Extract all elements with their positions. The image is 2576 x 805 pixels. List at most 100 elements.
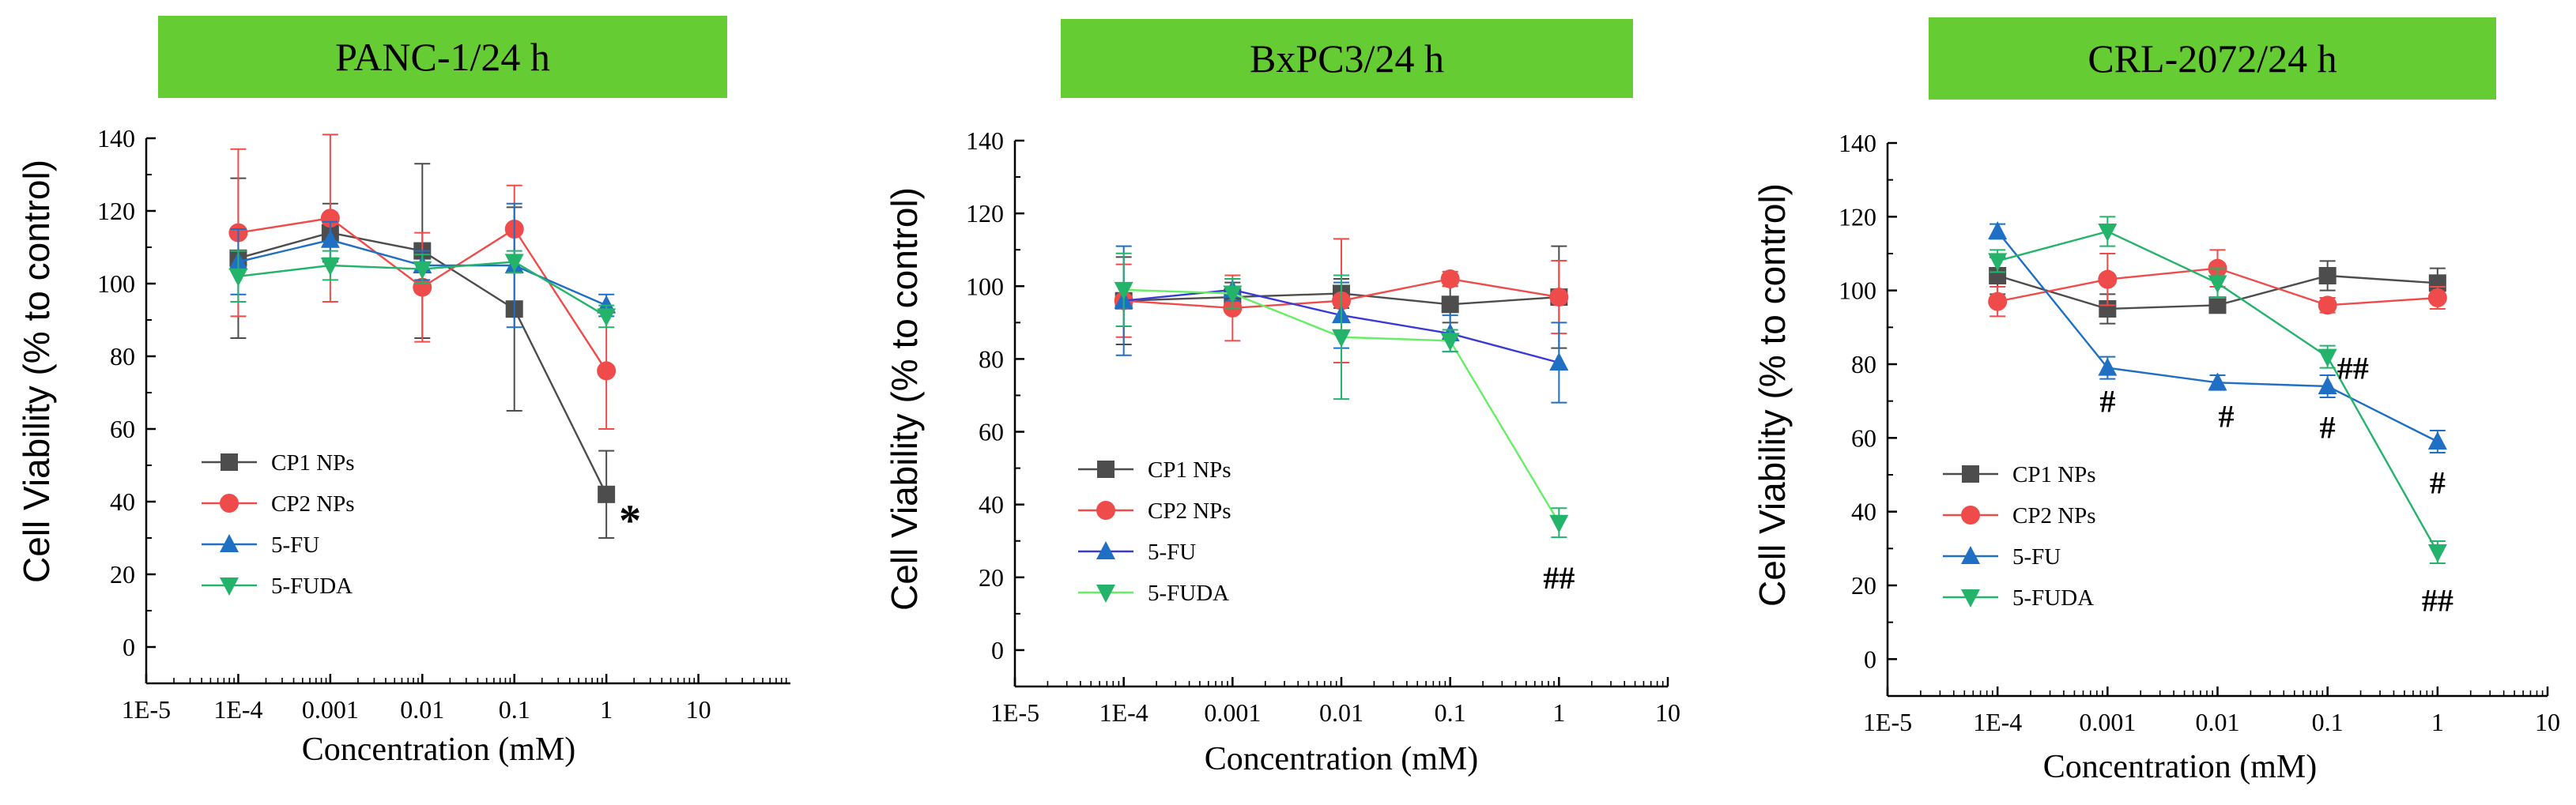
x-axis-label: Concentration (mM) [2043,749,2317,785]
legend-item-fuda: 5-FUDA [1943,585,2094,611]
x-tick-label: 1 [600,695,613,724]
y-tick-label: 0 [1864,645,1876,673]
y-tick-label: 120 [966,199,1004,228]
x-tick-label: 0.01 [400,695,444,724]
significance-mark: # [2099,384,2115,419]
y-tick-label: 100 [97,269,135,298]
data-point [228,268,248,287]
y-tick-label: 80 [979,344,1004,373]
data-point [2318,348,2337,367]
chart-title-banner [1061,19,1633,98]
x-tick-label: 1E-5 [122,695,171,724]
y-tick-label: 40 [110,487,135,516]
x-tick-label: 10 [686,695,711,724]
legend-item-fu: 5-FU [1078,540,1196,565]
legend-label: 5-FU [1148,540,1196,565]
significance-mark: ## [1543,560,1575,596]
legend-item-cp1: CP1 NPs [202,450,355,476]
legend-item-fu: 5-FU [1943,544,2061,570]
data-point [413,277,432,297]
legend-marker [220,534,239,552]
x-tick-label: 0.1 [499,695,530,724]
data-point [320,229,340,248]
data-point [2427,431,2447,450]
x-tick-label: 1 [1552,698,1565,727]
legend-marker [1096,585,1115,603]
chart-panel-3: CRL-2072/24 h 0 20 40 60 80 100 120 140 1E-5 1E-4 0… [1752,17,2560,785]
legend-label: 5-FUDA [2012,585,2094,611]
data-point [2427,288,2447,307]
legend-item-cp2: CP2 NPs [1078,498,1231,524]
data-point [1223,285,1243,304]
data-point [597,361,617,381]
legend-item-cp2: CP2 NPs [202,491,355,517]
data-point [1441,295,1459,314]
data-point [598,485,616,503]
legend-label: 5-FU [2012,544,2061,570]
legend-label: CP2 NPs [2012,503,2096,529]
legend-item-fu: 5-FU [202,532,319,558]
y-tick-label: 120 [97,197,135,225]
data-point [1988,221,2008,239]
y-tick-label: 140 [966,126,1004,155]
legend-label: 5-FU [271,532,319,558]
legend-label: 5-FUDA [1148,581,1229,606]
data-point [320,258,340,276]
data-point [2318,267,2337,284]
chart-title-banner [1929,17,2496,100]
y-tick-label: 0 [123,633,135,661]
y-tick-label: 140 [97,124,135,152]
chart-title: BxPC3/24 h [1250,36,1444,81]
legend-item-cp1: CP1 NPs [1943,462,2096,487]
x-tick-label: 10 [1655,698,1680,727]
data-point [504,254,524,273]
legend-marker [1097,461,1115,478]
y-tick-label: 60 [979,418,1004,446]
legend-label: CP1 NPs [2012,462,2096,487]
data-point [1332,329,1351,348]
x-tick-label: 1E-4 [213,695,262,724]
x-tick-label: 0.001 [1204,698,1261,727]
series-cp2 [1988,249,2447,318]
significance-mark: ## [2337,351,2369,386]
series-cp1 [229,163,616,539]
legend-label: CP1 NPs [271,450,355,476]
legend-item-cp1: CP1 NPs [1078,457,1231,483]
x-tick-label: 10 [2535,708,2560,736]
x-tick-label: 1E-5 [990,698,1039,727]
y-tick-label: 100 [966,272,1004,300]
data-point [2098,269,2118,289]
series-fuda [1988,216,2447,564]
data-point [2427,544,2447,562]
y-tick-label: 20 [979,563,1004,592]
data-point [1549,288,1569,307]
legend-label: CP2 NPs [1148,498,1231,524]
significance-mark: ## [2422,583,2453,619]
y-tick-label: 60 [110,415,135,443]
series-fuda [228,250,617,329]
x-tick-label: 1E-5 [1863,708,1912,736]
data-point [2208,275,2227,294]
data-point [1549,514,1569,533]
y-tick-label: 40 [979,491,1004,519]
x-tick-label: 0.01 [2196,708,2240,736]
y-tick-label: 0 [991,636,1004,664]
data-point [2318,295,2337,315]
data-point [320,209,340,228]
legend-marker [1096,541,1115,559]
legend-marker [1961,506,1980,525]
legend-marker [1096,501,1115,520]
series-fu [1988,221,2447,453]
data-point [1114,281,1133,300]
x-tick-label: 1E-4 [1099,698,1148,727]
chart-title-banner [158,16,727,98]
x-tick-label: 0.001 [302,695,359,724]
legend-marker [1962,465,1979,483]
y-tick-label: 20 [1851,571,1876,600]
y-axis-label: Cell Viability (% to control) [884,187,925,611]
legend-marker [221,453,238,471]
data-point [1549,352,1569,371]
x-tick-label: 1E-4 [1973,708,2022,736]
y-tick-label: 80 [110,342,135,371]
